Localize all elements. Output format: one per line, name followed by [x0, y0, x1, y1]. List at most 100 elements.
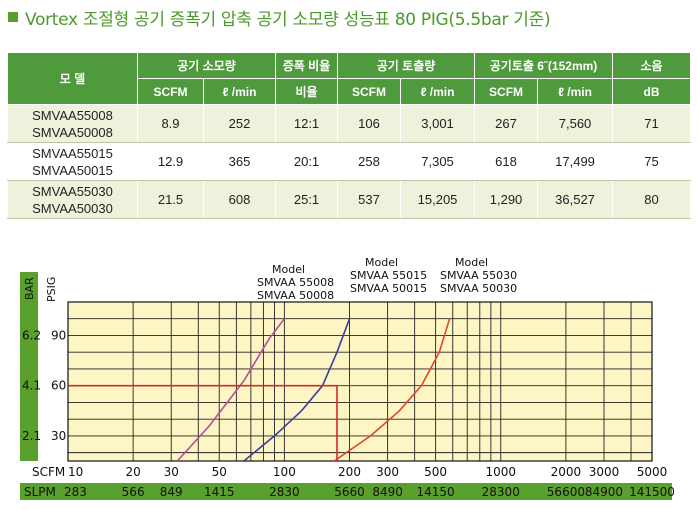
x-axis-label-slpm: SLPM: [24, 485, 56, 499]
table-cell: 21.5: [137, 180, 204, 219]
series-legend-label: SMVAA 55015: [350, 269, 427, 282]
x-tick-label-slpm: 84900: [585, 485, 623, 499]
y-axis-label-bar: BAR: [23, 277, 36, 300]
model-name: SMVAA55008: [32, 107, 113, 123]
series-legend-label: Model: [455, 256, 488, 269]
x-tick-label-scfm: 500: [424, 465, 447, 479]
table-cell: 267: [474, 104, 539, 143]
table-subheader-row: SCFM ℓ /min 비율 SCFM ℓ /min SCFM ℓ /min d…: [8, 78, 692, 105]
series-legend-label: SMVAA 55030: [440, 269, 517, 282]
x-tick-label-slpm: 28300: [482, 485, 520, 499]
table-cell: 3,001: [400, 104, 476, 143]
x-tick-label-scfm: 1000: [485, 465, 516, 479]
y-tick-label-bar: 6.2: [22, 328, 41, 342]
table-cell: 537: [337, 180, 402, 219]
x-tick-label-slpm: 5660: [334, 485, 365, 499]
title-square-icon: [8, 12, 18, 22]
spec-table: 모 델 공기 소모량 증폭 비율 공기 토출량 공기토출 6˝(152mm) 소…: [7, 52, 692, 219]
x-tick-label-scfm: 300: [376, 465, 399, 479]
table-cell: 71: [612, 104, 692, 143]
table-cell: 618: [474, 142, 539, 181]
x-tick-label-scfm: 50: [212, 465, 227, 479]
slpm-axis-band: [20, 483, 672, 500]
subheader-cell: ℓ /min: [202, 78, 277, 105]
table-cell: 25:1: [275, 180, 339, 219]
series-legend-label: SMVAA 50015: [350, 282, 427, 295]
x-tick-label-slpm: 2830: [269, 485, 300, 499]
table-cell: 36,527: [537, 180, 614, 219]
series-legend-label: SMVAA 55008: [257, 276, 334, 289]
x-tick-label-slpm: 849: [160, 485, 183, 499]
table-cell: 1,290: [474, 180, 539, 219]
x-tick-label-scfm: 100: [273, 465, 296, 479]
performance-chart: BAR PSIG 30 2.1 60 4.1 90 6.2 SCFM SLPM 10 283 20 566…: [20, 256, 675, 500]
subheader-cell: dB: [612, 78, 692, 105]
table-row: SMVAA55008 SMVAA50008 8.9 252 12:1 106 3…: [7, 104, 692, 143]
page-title: Vortex 조절형 공기 증폭기 압축 공기 소모량 성능표 80 PIG(5…: [8, 6, 551, 30]
plot-frame: [67, 301, 653, 462]
model-cell: SMVAA55008 SMVAA50008: [7, 104, 138, 143]
header-air-consumption: 공기 소모량: [136, 52, 277, 79]
subheader-cell: SCFM: [137, 78, 204, 105]
y-tick-label-psig: 30: [51, 429, 66, 443]
model-cell: SMVAA55015 SMVAA50015: [7, 142, 138, 181]
table-cell: 106: [337, 104, 402, 143]
table-cell: 258: [337, 142, 402, 181]
table-cell: 12:1: [275, 104, 339, 143]
series-line: [176, 318, 286, 461]
series-line: [243, 318, 351, 461]
table-row: SMVAA55015 SMVAA50015 12.9 365 20:1 258 …: [7, 142, 692, 181]
model-name: SMVAA55030: [32, 183, 113, 199]
x-tick-label-scfm: 20: [125, 465, 140, 479]
subheader-cell: SCFM: [474, 78, 539, 105]
model-name: SMVAA55015: [32, 145, 113, 161]
x-tick-label-scfm: 3000: [589, 465, 620, 479]
x-tick-label-scfm: 30: [164, 465, 179, 479]
title-text: Vortex 조절형 공기 증폭기 압축 공기 소모량 성능표 80 PIG(5…: [25, 9, 551, 30]
series-legend-label: Model: [365, 256, 398, 269]
table-cell: 8.9: [137, 104, 204, 143]
x-tick-label-slpm: 283: [64, 485, 87, 499]
model-name: SMVAA50008: [32, 124, 113, 140]
x-tick-label-scfm: 5000: [637, 465, 668, 479]
header-model: 모 델: [7, 52, 138, 105]
y-tick-label-bar: 4.1: [22, 379, 41, 393]
table-cell: 17,499: [537, 142, 614, 181]
x-tick-label-slpm: 14150: [417, 485, 455, 499]
x-tick-label-slpm: 141500: [629, 485, 675, 499]
series-line: [333, 318, 451, 461]
x-tick-label-slpm: 566: [122, 485, 145, 499]
x-tick-label-scfm: 2000: [551, 465, 582, 479]
x-tick-label-scfm: 200: [338, 465, 361, 479]
series-legend-label: SMVAA 50008: [257, 289, 334, 302]
x-tick-label-slpm: 56600: [547, 485, 585, 499]
subheader-cell: ℓ /min: [400, 78, 476, 105]
table-cell: 15,205: [400, 180, 476, 219]
x-tick-label-slpm: 1415: [204, 485, 235, 499]
table-header-row: 모 델 공기 소모량 증폭 비율 공기 토출량 공기토출 6˝(152mm) 소…: [7, 52, 692, 105]
table-cell: 608: [202, 180, 277, 219]
y-tick-label-bar: 2.1: [22, 429, 41, 443]
y-axis-band: [20, 272, 38, 461]
table-cell: 20:1: [275, 142, 339, 181]
subheader-cell: 비율: [275, 78, 339, 105]
header-air-output: 공기 토출량: [337, 52, 476, 79]
model-name: SMVAA50030: [32, 200, 113, 216]
y-tick-label-psig: 90: [51, 328, 66, 342]
subheader-cell: SCFM: [337, 78, 402, 105]
y-axis-label-psig: PSIG: [45, 277, 58, 302]
header-amplification: 증폭 비율: [275, 52, 339, 79]
header-noise: 소음: [612, 52, 692, 79]
model-name: SMVAA50015: [32, 162, 113, 178]
x-tick-label-scfm: 10: [68, 465, 83, 479]
x-axis-label-scfm: SCFM: [32, 465, 65, 479]
table-cell: 252: [202, 104, 277, 143]
table-cell: 7,560: [537, 104, 614, 143]
series-legend-label: Model: [272, 263, 305, 276]
model-cell: SMVAA55030 SMVAA50030: [7, 180, 138, 219]
subheader-cell: ℓ /min: [537, 78, 614, 105]
table-cell: 365: [202, 142, 277, 181]
table-cell: 80: [612, 180, 692, 219]
table-cell: 75: [612, 142, 692, 181]
y-tick-label-psig: 60: [51, 379, 66, 393]
